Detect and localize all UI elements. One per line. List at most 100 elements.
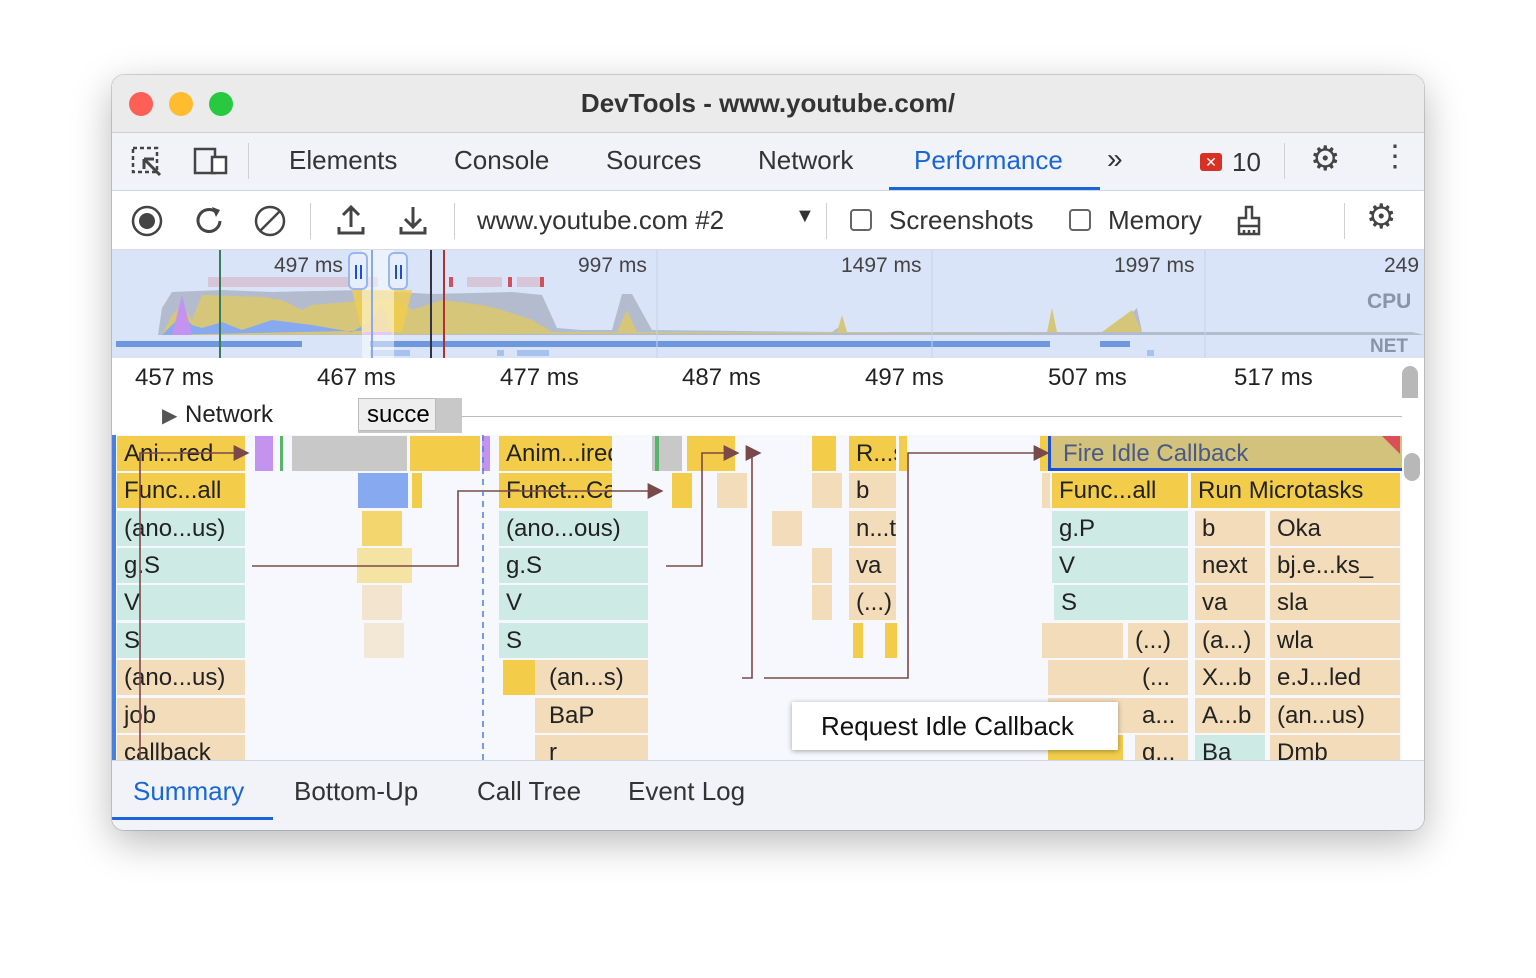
flame-block[interactable]: sla <box>1270 585 1400 620</box>
screenshots-label[interactable]: Screenshots <box>889 205 1034 235</box>
flame-block[interactable]: (an...s) <box>535 660 648 695</box>
flame-block[interactable]: S <box>1054 585 1188 620</box>
ruler-tick: 497 ms <box>865 364 944 391</box>
main-tabs: Elements Console Sources Network Perform… <box>112 133 1424 191</box>
download-icon[interactable] <box>396 203 430 237</box>
record-icon[interactable] <box>130 204 164 238</box>
inspect-element-icon[interactable] <box>130 145 164 179</box>
reload-record-icon[interactable] <box>192 204 226 238</box>
selected-flame-block[interactable]: Fire Idle Callback <box>1048 436 1402 471</box>
flame-block[interactable]: S <box>499 623 648 658</box>
flame-block[interactable]: (...) <box>849 585 896 620</box>
tab-elements[interactable]: Elements <box>289 145 398 175</box>
performance-toolbar: www.youtube.com #2 ▼ Screenshots Memory … <box>112 191 1424 250</box>
dropdown-arrow-icon[interactable]: ▼ <box>795 205 815 227</box>
flame-block[interactable]: (ano...us) <box>117 660 245 695</box>
screenshots-checkbox[interactable] <box>850 209 872 231</box>
tab-sources[interactable]: Sources <box>606 145 702 175</box>
flame-block[interactable]: Ani...red <box>117 436 245 471</box>
range-handle-left[interactable] <box>348 252 368 290</box>
flame-block[interactable]: Func...all <box>117 473 245 508</box>
memory-checkbox[interactable] <box>1069 209 1091 231</box>
flame-block[interactable]: BaP <box>535 698 648 733</box>
flame-block[interactable]: V <box>1052 548 1188 583</box>
flame-block[interactable]: va <box>1195 585 1265 620</box>
flame-block[interactable]: (ano...ous) <box>499 511 648 546</box>
upload-icon[interactable] <box>334 203 368 237</box>
flame-block[interactable]: g.S <box>499 548 648 583</box>
flame-block[interactable]: e.J...led <box>1270 660 1400 695</box>
error-icon[interactable]: ✕ <box>1200 153 1222 171</box>
tab-console[interactable]: Console <box>454 145 550 175</box>
flame-block[interactable]: (a...) <box>1195 623 1265 658</box>
tab-bottom-up[interactable]: Bottom-Up <box>294 776 419 806</box>
flame-block[interactable]: A...b <box>1195 698 1265 733</box>
tab-network[interactable]: Network <box>758 145 854 175</box>
expand-triangle-icon[interactable]: ▶ <box>162 405 178 427</box>
flame-block[interactable]: Dmb <box>1270 735 1400 760</box>
time-ruler: 457 ms 467 ms 477 ms 487 ms 497 ms 507 m… <box>112 358 1424 414</box>
flame-block[interactable]: callback <box>117 735 245 760</box>
flame-block[interactable]: Funct...Call <box>499 473 612 508</box>
flame-block[interactable]: r <box>535 735 648 760</box>
tooltip: Request Idle Callback <box>792 702 1118 750</box>
flame-block[interactable]: wla <box>1270 623 1400 658</box>
flame-block[interactable]: b <box>849 473 896 508</box>
details-tabs: Summary Bottom-Up Call Tree Event Log <box>112 760 1424 830</box>
settings-gear-icon[interactable]: ⚙ <box>1310 140 1341 178</box>
flame-block[interactable]: g... <box>1135 735 1188 760</box>
tab-event-log[interactable]: Event Log <box>628 776 746 806</box>
capture-settings-gear-icon[interactable]: ⚙ <box>1366 198 1397 236</box>
ruler-tick: 477 ms <box>500 364 579 391</box>
timeline-overview[interactable]: 497 ms 997 ms 1497 ms 1997 ms 249 CPU NE… <box>112 250 1424 358</box>
warning-triangle-icon <box>1382 436 1400 454</box>
close-button[interactable] <box>129 92 153 116</box>
tab-summary[interactable]: Summary <box>133 776 245 806</box>
overview-tick: 1997 ms <box>1114 254 1195 277</box>
flame-scrollbar-thumb[interactable] <box>1404 453 1420 481</box>
flame-block[interactable]: R...s <box>849 436 896 471</box>
network-request-bar[interactable]: succe <box>358 398 436 431</box>
more-options-icon[interactable]: ⋮ <box>1380 140 1410 173</box>
minimize-button[interactable] <box>169 92 193 116</box>
memory-label[interactable]: Memory <box>1108 205 1202 235</box>
active-tab-indicator <box>112 817 273 820</box>
flame-block[interactable]: b <box>1195 511 1265 546</box>
flame-block[interactable]: va <box>849 548 896 583</box>
error-count[interactable]: 10 <box>1232 147 1261 177</box>
flame-block[interactable]: (...) <box>1128 623 1188 658</box>
flame-block[interactable]: X...b <box>1195 660 1265 695</box>
active-tab-indicator <box>889 187 1100 190</box>
flame-block[interactable]: next <box>1195 548 1265 583</box>
flame-block[interactable]: (... <box>1135 660 1188 695</box>
device-toolbar-icon[interactable] <box>192 145 230 179</box>
flame-block[interactable]: V <box>117 585 245 620</box>
clear-icon[interactable] <box>253 204 287 238</box>
ruler-tick: 457 ms <box>135 364 214 391</box>
flame-block[interactable]: n...t <box>849 511 896 546</box>
profile-select[interactable]: www.youtube.com #2 <box>477 205 725 235</box>
flame-block[interactable]: S <box>117 623 245 658</box>
flame-chart[interactable]: Ani...red Func...all (ano...us) g.S V S … <box>112 435 1402 760</box>
flame-block[interactable]: a... <box>1135 698 1188 733</box>
maximize-button[interactable] <box>209 92 233 116</box>
garbage-collect-broom-icon[interactable] <box>1232 204 1266 238</box>
flame-block[interactable]: g.P <box>1052 511 1188 546</box>
flame-block[interactable]: Anim...ired <box>499 436 612 471</box>
flame-block[interactable]: V <box>499 585 648 620</box>
flame-block[interactable]: bj.e...ks_ <box>1270 548 1400 583</box>
range-handle-right[interactable] <box>388 252 408 290</box>
flame-block[interactable]: Ba <box>1195 735 1265 760</box>
flame-block[interactable]: g.S <box>117 548 245 583</box>
flame-block[interactable]: Oka <box>1270 511 1400 546</box>
flame-block[interactable]: Run Microtasks <box>1191 473 1400 508</box>
flame-block[interactable]: (an...us) <box>1270 698 1400 733</box>
tab-performance[interactable]: Performance <box>914 145 1063 175</box>
network-track-label[interactable]: Network <box>185 401 274 428</box>
network-track[interactable]: ▶ Network succe <box>112 398 1424 435</box>
flame-block[interactable]: job <box>117 698 245 733</box>
flame-block[interactable]: (ano...us) <box>117 511 245 546</box>
flame-block[interactable]: Func...all <box>1052 473 1188 508</box>
tab-call-tree[interactable]: Call Tree <box>477 776 582 806</box>
more-tabs-chevron-icon[interactable]: » <box>1107 143 1123 174</box>
